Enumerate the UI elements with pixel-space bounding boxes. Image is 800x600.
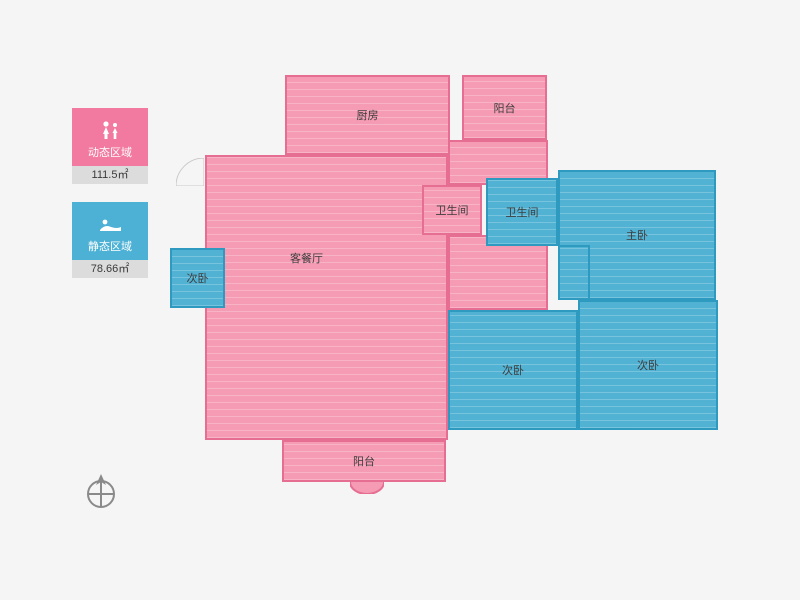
people-icon [98,120,122,140]
door-arc-entry [176,158,204,186]
legend-static-value: 78.66㎡ [72,260,148,278]
floorplan-canvas: 动态区域 111.5㎡ 静态区域 78.66㎡ [0,0,800,600]
room-label-master: 主卧 [626,227,648,243]
legend-dynamic-head: 动态区域 [72,108,148,166]
room-living-ext [448,235,548,310]
room-label-balcony-s: 阳台 [353,453,375,469]
legend-dynamic: 动态区域 111.5㎡ [72,108,148,184]
compass-icon [80,470,122,512]
room-balcony-s: 阳台 [282,440,446,482]
room-balcony-n: 阳台 [462,75,547,140]
room-kitchen: 厨房 [285,75,450,155]
room-bath1: 卫生间 [422,185,482,235]
room-label-br-right: 次卧 [637,357,659,373]
room-label-balcony-n: 阳台 [494,100,516,116]
room-br-right: 次卧 [578,300,718,430]
room-br-mid: 次卧 [448,310,578,430]
legend-static-title: 静态区域 [88,238,132,254]
room-bath2: 卫生间 [486,178,558,246]
room-label-br-mid: 次卧 [502,362,524,378]
room-label-bath1: 卫生间 [436,202,469,218]
legend-dynamic-title: 动态区域 [88,144,132,160]
room-br-ne-cap [558,245,590,300]
room-label-bath2: 卫生间 [506,204,539,220]
room-label-kitchen: 厨房 [357,107,379,123]
legend-dynamic-value: 111.5㎡ [72,166,148,184]
legend: 动态区域 111.5㎡ 静态区域 78.66㎡ [72,108,148,296]
balcony-bump [350,480,384,494]
room-br-left: 次卧 [170,248,225,308]
room-label-living: 客餐厅 [290,250,323,266]
room-label-br-left: 次卧 [187,270,209,286]
room-living: 客餐厅 [205,155,448,440]
rest-icon [97,216,123,234]
legend-static-head: 静态区域 [72,202,148,260]
legend-static: 静态区域 78.66㎡ [72,202,148,278]
